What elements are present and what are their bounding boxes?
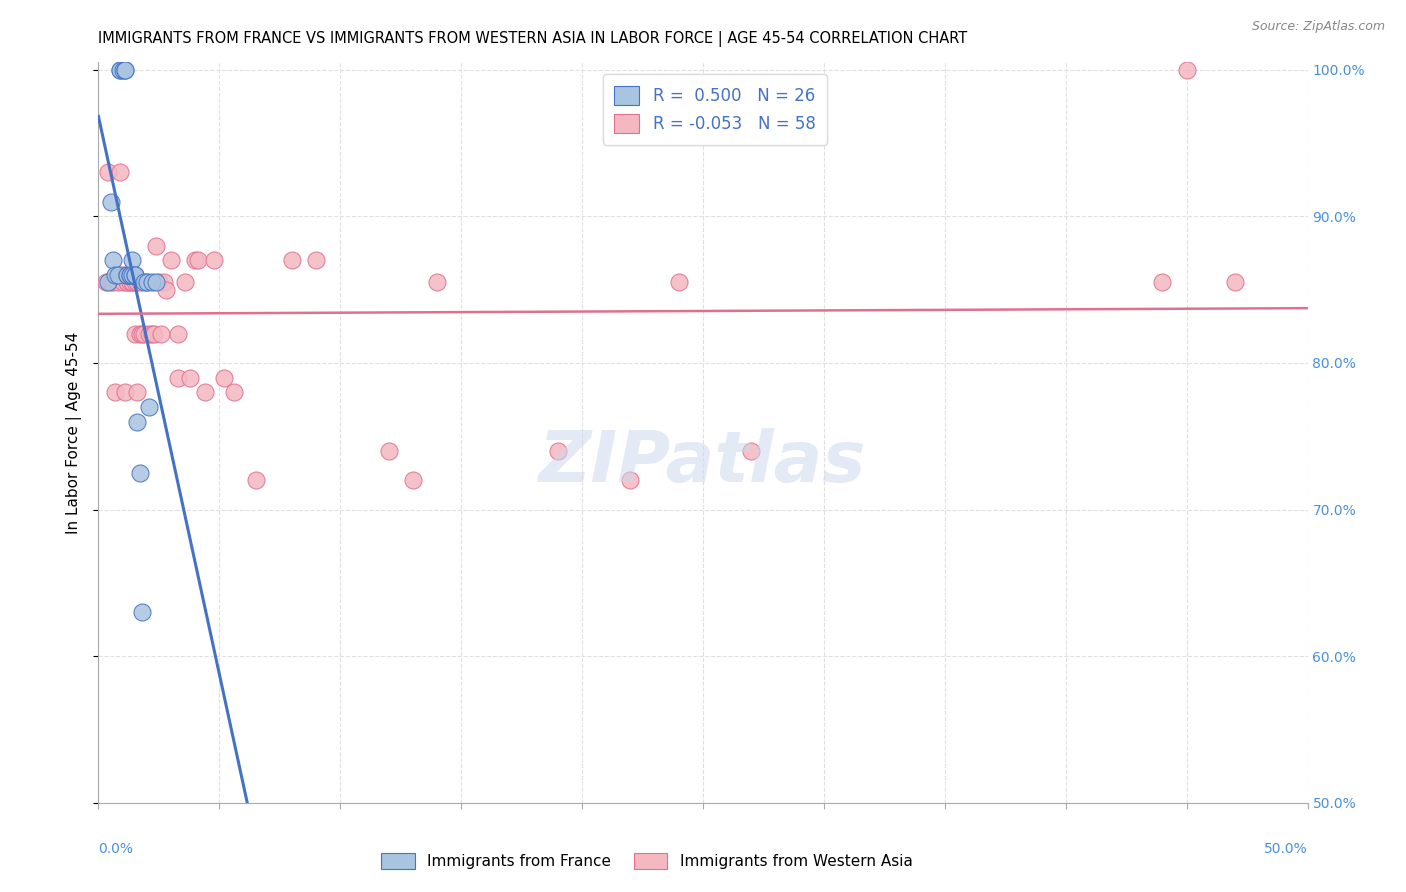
Point bbox=[121, 276, 143, 290]
Point bbox=[150, 326, 173, 341]
Text: 0.0%: 0.0% bbox=[98, 842, 134, 855]
Point bbox=[222, 385, 245, 400]
Point bbox=[134, 326, 156, 341]
Point bbox=[124, 276, 146, 290]
Point bbox=[152, 276, 174, 290]
Legend: Immigrants from France, Immigrants from Western Asia: Immigrants from France, Immigrants from … bbox=[375, 847, 918, 875]
Point bbox=[134, 276, 156, 290]
Point bbox=[104, 385, 127, 400]
Point bbox=[194, 385, 217, 400]
Legend: R =  0.500   N = 26, R = -0.053   N = 58: R = 0.500 N = 26, R = -0.053 N = 58 bbox=[603, 74, 827, 145]
Point bbox=[107, 276, 129, 290]
Point bbox=[245, 473, 267, 487]
Point bbox=[118, 276, 141, 290]
Point bbox=[117, 268, 139, 282]
Point bbox=[138, 400, 160, 414]
Point bbox=[135, 276, 157, 290]
Point bbox=[141, 326, 163, 341]
Point bbox=[104, 268, 127, 282]
Text: ZIPatlas: ZIPatlas bbox=[540, 428, 866, 497]
Point bbox=[114, 385, 136, 400]
Point bbox=[124, 268, 146, 282]
Point bbox=[127, 415, 149, 429]
Point bbox=[127, 276, 149, 290]
Point bbox=[1223, 276, 1246, 290]
Point bbox=[305, 253, 328, 268]
Point bbox=[187, 253, 209, 268]
Text: Source: ZipAtlas.com: Source: ZipAtlas.com bbox=[1251, 20, 1385, 33]
Point bbox=[107, 268, 129, 282]
Point bbox=[127, 385, 149, 400]
Point bbox=[145, 238, 167, 252]
Point bbox=[167, 370, 190, 384]
Point bbox=[97, 276, 120, 290]
Point bbox=[1152, 276, 1174, 290]
Point bbox=[148, 276, 170, 290]
Point bbox=[108, 62, 131, 77]
Point bbox=[94, 276, 117, 290]
Text: IMMIGRANTS FROM FRANCE VS IMMIGRANTS FROM WESTERN ASIA IN LABOR FORCE | AGE 45-5: IMMIGRANTS FROM FRANCE VS IMMIGRANTS FRO… bbox=[98, 31, 967, 47]
Point bbox=[619, 473, 641, 487]
Point bbox=[100, 276, 122, 290]
Point bbox=[117, 276, 139, 290]
Point bbox=[204, 253, 226, 268]
Point bbox=[131, 326, 153, 341]
Point bbox=[128, 276, 150, 290]
Point bbox=[212, 370, 235, 384]
Point bbox=[179, 370, 201, 384]
Point bbox=[124, 326, 146, 341]
Point bbox=[128, 326, 150, 341]
Point bbox=[108, 165, 131, 179]
Point bbox=[377, 444, 399, 458]
Point bbox=[108, 268, 131, 282]
Point bbox=[143, 326, 166, 341]
Point bbox=[97, 165, 120, 179]
Point bbox=[138, 326, 160, 341]
Point bbox=[668, 276, 690, 290]
Point bbox=[117, 276, 139, 290]
Point bbox=[118, 268, 141, 282]
Point bbox=[184, 253, 207, 268]
Point bbox=[402, 473, 425, 487]
Point bbox=[1175, 62, 1198, 77]
Point bbox=[547, 444, 569, 458]
Point bbox=[121, 276, 143, 290]
Point bbox=[281, 253, 304, 268]
Point bbox=[114, 62, 136, 77]
Point bbox=[121, 268, 143, 282]
Point bbox=[118, 268, 141, 282]
Point bbox=[145, 276, 167, 290]
Point bbox=[124, 268, 146, 282]
Point bbox=[740, 444, 762, 458]
Point bbox=[100, 194, 122, 209]
Y-axis label: In Labor Force | Age 45-54: In Labor Force | Age 45-54 bbox=[66, 332, 83, 533]
Point bbox=[155, 283, 177, 297]
Point bbox=[174, 276, 197, 290]
Point bbox=[160, 253, 183, 268]
Point bbox=[117, 268, 139, 282]
Point bbox=[128, 466, 150, 480]
Point bbox=[131, 605, 153, 619]
Point bbox=[426, 276, 449, 290]
Point bbox=[111, 268, 134, 282]
Point bbox=[118, 268, 141, 282]
Text: 50.0%: 50.0% bbox=[1264, 842, 1308, 855]
Point bbox=[135, 276, 157, 290]
Point bbox=[101, 253, 124, 268]
Point bbox=[141, 276, 163, 290]
Point bbox=[111, 276, 134, 290]
Point bbox=[101, 276, 124, 290]
Point bbox=[108, 62, 131, 77]
Point bbox=[114, 62, 136, 77]
Point bbox=[111, 62, 134, 77]
Point bbox=[167, 326, 190, 341]
Point bbox=[121, 253, 143, 268]
